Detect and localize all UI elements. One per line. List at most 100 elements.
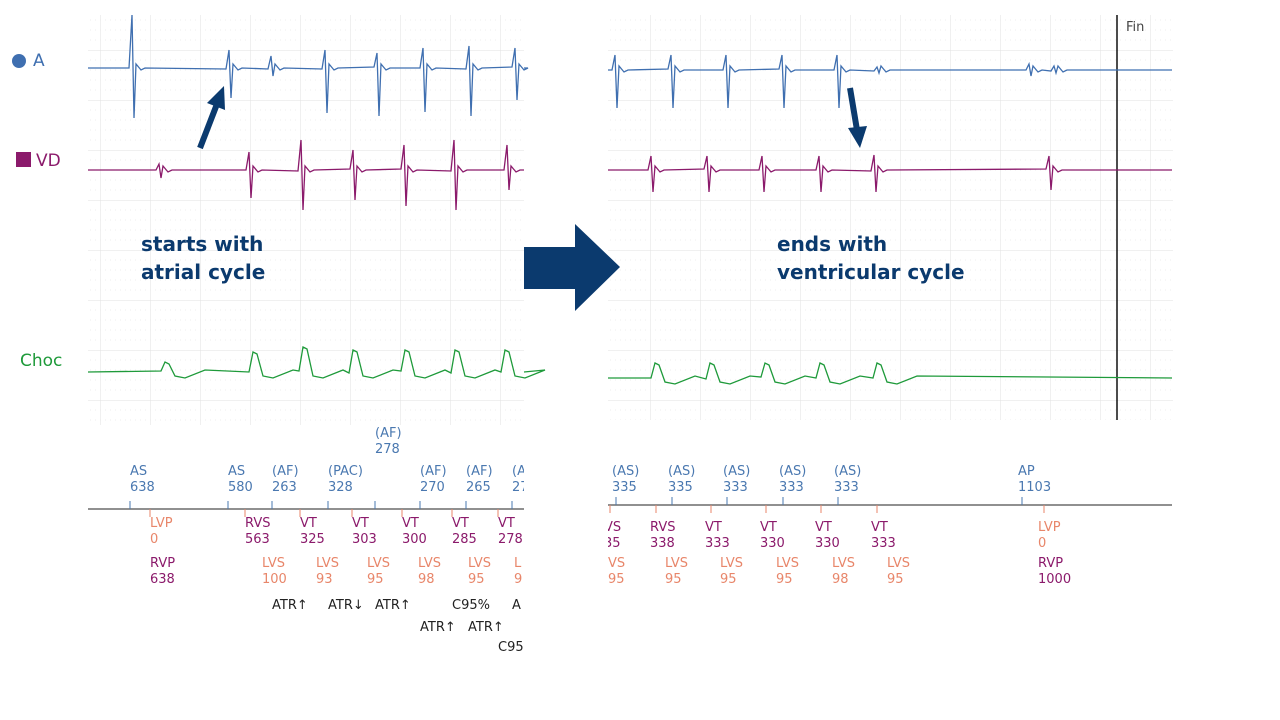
- marker-value: 638: [150, 572, 175, 587]
- marker-value: 333: [779, 480, 804, 495]
- marker-label: LVS: [665, 556, 688, 571]
- channel-label: Choc: [20, 351, 62, 371]
- marker-label: (AS): [779, 464, 806, 479]
- marker-value: 95: [776, 572, 793, 587]
- marker-label: AS: [130, 464, 147, 479]
- marker-value: 285: [452, 532, 477, 547]
- marker-label: RVS: [245, 516, 270, 531]
- marker-value: 333: [834, 480, 859, 495]
- channel-label: VD: [36, 151, 61, 171]
- marker-value: 580: [228, 480, 253, 495]
- right-markers: (AS)335(AS)335(AS)333(AS)333(AS)333AP110…: [604, 464, 1071, 587]
- marker-label: LVP: [150, 516, 173, 531]
- marker-value: 0: [1038, 536, 1046, 551]
- marker-value: 278: [498, 532, 523, 547]
- marker-value: 335: [668, 480, 693, 495]
- marker-label: RVS: [650, 520, 675, 535]
- marker-value: 265: [466, 480, 491, 495]
- marker-label: (A: [512, 464, 526, 479]
- marker-label: LVS: [887, 556, 910, 571]
- marker-value: 93: [316, 572, 333, 587]
- marker-value: 303: [352, 532, 377, 547]
- waveform: [608, 362, 1173, 385]
- marker-label: RVP: [150, 556, 175, 571]
- marker-label: (PAC): [328, 464, 363, 479]
- annotation: atrial cycle: [141, 260, 265, 284]
- marker-value: 333: [723, 480, 748, 495]
- marker-value: 325: [300, 532, 325, 547]
- marker-value: 27: [512, 480, 529, 495]
- marker-label: LVS: [316, 556, 339, 571]
- marker-label: VS: [608, 556, 625, 571]
- marker-value: 333: [705, 536, 730, 551]
- annotation: starts with: [141, 232, 263, 256]
- marker-label: (AF): [375, 426, 402, 441]
- marker-value: 95: [720, 572, 737, 587]
- marker-label: LVS: [832, 556, 855, 571]
- marker-label: VT: [760, 520, 777, 535]
- marker-value: 100: [262, 572, 287, 587]
- marker-label: VT: [300, 516, 317, 531]
- channel-label: A: [33, 51, 45, 71]
- waveform: [87, 346, 546, 379]
- marker-label: LVS: [418, 556, 441, 571]
- marker-label: LVP: [1038, 520, 1061, 535]
- marker-value: 1000: [1038, 572, 1071, 587]
- marker-note: C95: [498, 640, 524, 655]
- left-grid: [88, 15, 524, 425]
- marker-value: 333: [871, 536, 896, 551]
- marker-value: 9: [514, 572, 522, 587]
- marker-note: ATR↑: [375, 598, 411, 613]
- marker-value: 638: [130, 480, 155, 495]
- marker-value: 95: [367, 572, 384, 587]
- waveform: [88, 14, 529, 119]
- marker-label: LVS: [720, 556, 743, 571]
- right-grid: [608, 15, 1173, 420]
- pointer-arrow: [197, 86, 867, 150]
- marker-label: (AF): [272, 464, 299, 479]
- marker-label: AS: [228, 464, 245, 479]
- waveform: [88, 139, 524, 211]
- marker-value: 95: [665, 572, 682, 587]
- left-markers: AS638AS580(AF)263(PAC)328(AF)278(AF)270(…: [129, 426, 529, 655]
- marker-label: VS: [604, 520, 621, 535]
- marker-label: LVS: [468, 556, 491, 571]
- marker-value: 95: [887, 572, 904, 587]
- marker-note: ATR↑: [272, 598, 308, 613]
- marker-label: (AF): [466, 464, 493, 479]
- marker-note: ATR↑: [468, 620, 504, 635]
- marker-value: 95: [608, 572, 625, 587]
- marker-label: L: [514, 556, 522, 571]
- marker-label: VT: [705, 520, 722, 535]
- marker-value: 330: [760, 536, 785, 551]
- marker-note: ATR↑: [420, 620, 456, 635]
- marker-label: VT: [352, 516, 369, 531]
- marker-note: A: [512, 598, 521, 613]
- marker-value: 98: [832, 572, 849, 587]
- marker-value: 98: [418, 572, 435, 587]
- marker-label: (AS): [723, 464, 750, 479]
- marker-note: ATR↓: [328, 598, 364, 613]
- marker-value: 263: [272, 480, 297, 495]
- marker-value: 1103: [1018, 480, 1051, 495]
- marker-value: 338: [650, 536, 675, 551]
- marker-note: C95%: [452, 598, 490, 613]
- marker-label: VT: [498, 516, 515, 531]
- marker-label: VT: [815, 520, 832, 535]
- annotation: ventricular cycle: [777, 260, 965, 284]
- marker-label: AP: [1018, 464, 1035, 479]
- marker-label: LVS: [262, 556, 285, 571]
- marker-label: (AS): [834, 464, 861, 479]
- marker-value: 35: [604, 536, 621, 551]
- a-icon: [12, 54, 26, 68]
- marker-value: 95: [468, 572, 485, 587]
- marker-value: 278: [375, 442, 400, 457]
- big-arrow: [524, 224, 620, 311]
- end-label: Fin: [1126, 20, 1144, 35]
- waveform: [608, 154, 1172, 193]
- marker-label: RVP: [1038, 556, 1063, 571]
- marker-label: VT: [402, 516, 419, 531]
- marker-label: LVS: [776, 556, 799, 571]
- marker-value: 270: [420, 480, 445, 495]
